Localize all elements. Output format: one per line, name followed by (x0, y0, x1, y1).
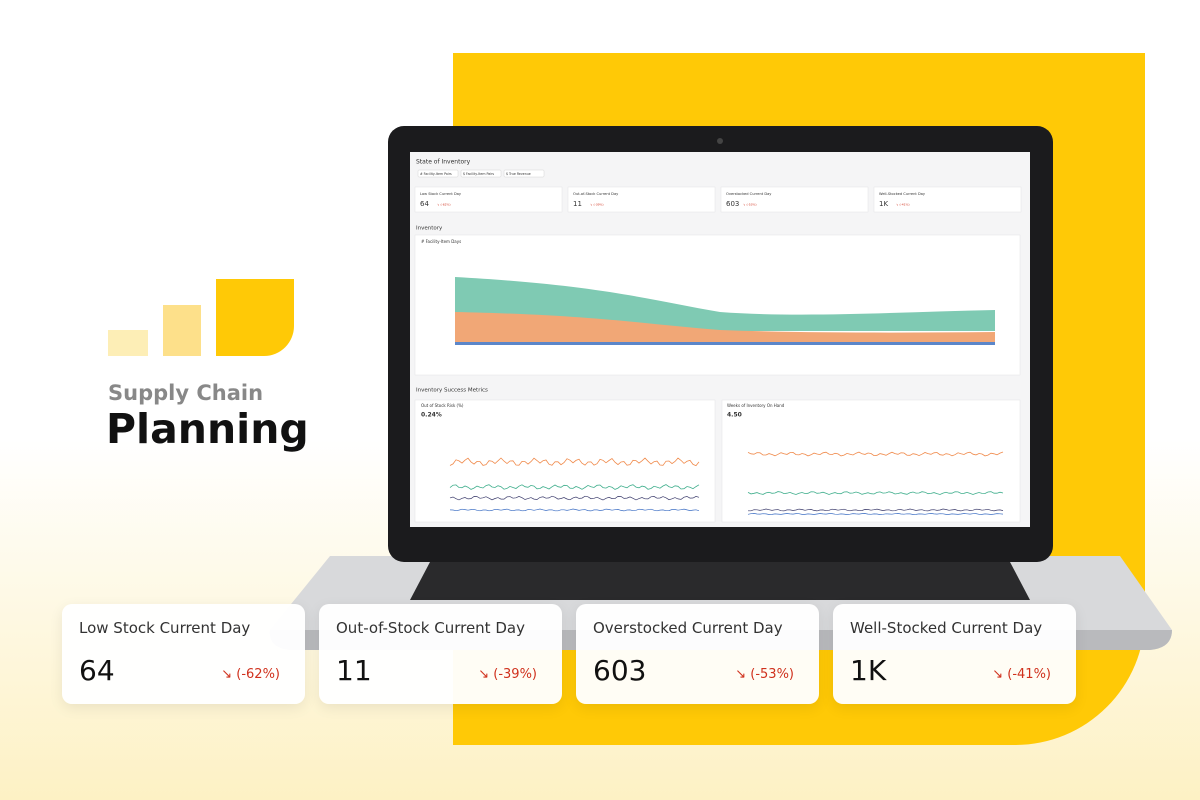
filter-chip (417, 169, 459, 178)
metric-label: Out of Stock Risk (%) (421, 403, 464, 408)
line-decor (747, 451, 1004, 457)
kpi-label: Low Stock Current Day (79, 619, 251, 637)
kpi-change: ↘ (-53%) (735, 667, 794, 682)
logo-bar (108, 330, 148, 356)
mini-kpi-label: Well-Stocked Current Day (879, 192, 926, 196)
kpi-change: ↘ (-39%) (478, 667, 537, 682)
kpi-card: Well-Stocked Current Day 1K ↘ (-41%) (833, 604, 1076, 704)
screen-title: State of Inventory (416, 159, 471, 166)
filter-label: # Facility-Item Pairs (420, 172, 452, 176)
mini-card (873, 186, 1022, 213)
section-title: Inventory (416, 226, 443, 232)
mini-kpi-label: Overstocked Current Day (726, 192, 772, 196)
line-decor (748, 508, 1004, 512)
filter-label: $ Facility-Item Pairs (463, 172, 494, 176)
metric-value: 4.50 (727, 412, 742, 419)
filter-label: $ True Revenue (506, 172, 531, 176)
line-decor (449, 495, 700, 501)
area-decor (455, 277, 995, 331)
kpi-value: 1K (850, 654, 887, 687)
metric-value: 0.24% (421, 412, 442, 419)
mini-kpi-value: 11 (573, 200, 582, 208)
mini-card (414, 186, 563, 213)
camera (717, 138, 723, 144)
filter-chip (460, 169, 502, 178)
mini-kpi-value: 1K (879, 200, 888, 208)
chart-title: # Facility-Item Days (421, 239, 461, 244)
area-decor (455, 342, 995, 345)
kpi-value: 11 (336, 654, 372, 687)
logo-bar (216, 279, 294, 356)
mini-kpi-value: 64 (420, 200, 429, 208)
line-decor (449, 508, 700, 512)
mini-kpi-label: Out-of-Stock Current Day (573, 192, 619, 196)
mini-kpi-change: ↘ (-41%) (896, 203, 910, 207)
line-decor (747, 513, 1004, 515)
mini-kpi-value: 603 (726, 200, 739, 208)
kpi-label: Out-of-Stock Current Day (336, 619, 525, 637)
kpi-change: ↘ (-41%) (992, 667, 1051, 682)
chart-card (721, 399, 1021, 523)
brand-title: Planning (106, 405, 309, 453)
kpi-card: Overstocked Current Day 603 ↘ (-53%) (576, 604, 819, 704)
kpi-label: Well-Stocked Current Day (850, 619, 1043, 637)
kpi-card: Low Stock Current Day 64 ↘ (-62%) (62, 604, 305, 704)
kpi-value: 64 (79, 654, 115, 687)
metric-label: Weeks of Inventory On Hand (727, 403, 785, 408)
line-decor (449, 457, 700, 467)
brand-subtitle: Supply Chain (108, 381, 263, 405)
keyboard (410, 562, 1030, 600)
section-title: Inventory Success Metrics (416, 388, 488, 394)
mini-card (567, 186, 716, 213)
filter-chip (503, 169, 545, 178)
mini-kpi-change: ↘ (-53%) (743, 203, 757, 207)
line-decor (747, 491, 1004, 495)
mini-kpi-label: Low Stock Current Day (420, 192, 462, 196)
mini-card (720, 186, 869, 213)
area-decor (455, 312, 995, 342)
mini-kpi-change: ↘ (-62%) (437, 203, 451, 207)
line-decor (449, 484, 700, 490)
kpi-change: ↘ (-62%) (221, 667, 280, 682)
kpi-label: Overstocked Current Day (593, 619, 783, 637)
kpi-card: Out-of-Stock Current Day 11 ↘ (-39%) (319, 604, 562, 704)
mini-kpi-change: ↘ (-39%) (590, 203, 604, 207)
kpi-value: 603 (593, 654, 647, 687)
logo-bar (163, 305, 201, 356)
